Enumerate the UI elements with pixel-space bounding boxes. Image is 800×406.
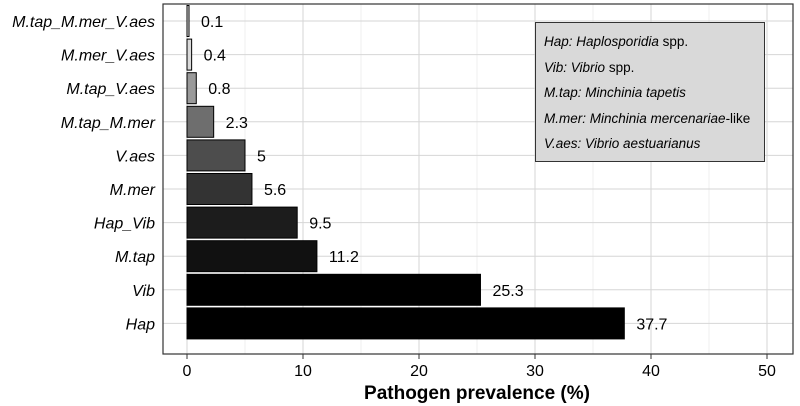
legend-abbreviation: V.aes: bbox=[544, 136, 586, 151]
x-tick-label: 30 bbox=[526, 363, 544, 380]
bar-vib bbox=[186, 273, 481, 306]
value-label: 0.4 bbox=[204, 48, 226, 65]
category-labels: M.tap_M.mer_V.aes M.mer_V.aes M.tap_V.aes M… bbox=[12, 14, 156, 333]
value-label: 9.5 bbox=[309, 216, 331, 233]
x-tick-label: 20 bbox=[410, 363, 428, 380]
x-tick-label: 0 bbox=[183, 363, 192, 380]
legend-taxon-name: Vibrio aestuarianus bbox=[585, 136, 701, 151]
x-axis-title: Pathogen prevalence (%) bbox=[364, 383, 590, 404]
legend-abbreviation: M.tap: bbox=[544, 85, 586, 100]
legend-suffix: -like bbox=[725, 110, 751, 126]
bar-hap-vib bbox=[186, 206, 298, 239]
legend-taxon-name: Minchinia mercenariae bbox=[589, 110, 726, 126]
bar-m-tap-m-mer bbox=[186, 105, 215, 138]
legend-abbreviation: Vib: bbox=[544, 59, 571, 75]
legend-entry: V.aes: Vibrio aestuarianus bbox=[544, 131, 756, 157]
category-label: Hap bbox=[126, 316, 155, 333]
value-label: 2.3 bbox=[226, 115, 248, 132]
value-label: 37.7 bbox=[636, 316, 667, 333]
x-tick-label: 50 bbox=[758, 363, 776, 380]
x-tick-label: 10 bbox=[294, 363, 312, 380]
legend-entry: M.tap: Minchinia tapetis bbox=[544, 80, 756, 106]
bar-m-tap-m-mer-v-aes bbox=[186, 5, 190, 37]
legend: Hap: Haplosporidia spp. Vib: Vibrio spp. M… bbox=[535, 22, 765, 162]
bar-m-mer-v-aes bbox=[186, 38, 193, 71]
value-label: 5 bbox=[257, 148, 266, 165]
value-label: 5.6 bbox=[264, 182, 286, 199]
legend-suffix: spp. bbox=[658, 34, 689, 49]
category-label: M.mer_V.aes bbox=[61, 48, 155, 65]
category-label: M.tap_M.mer bbox=[61, 115, 156, 132]
bars bbox=[186, 5, 625, 340]
category-label: M.mer bbox=[110, 182, 156, 199]
legend-abbreviation: M.mer: bbox=[544, 110, 590, 126]
legend-abbreviation: Hap: bbox=[544, 34, 577, 49]
value-label: 25.3 bbox=[492, 283, 523, 300]
value-label: 0.8 bbox=[208, 81, 230, 98]
bar-m-mer bbox=[186, 173, 253, 205]
category-label: V.aes bbox=[115, 148, 155, 165]
value-labels: 0.1 0.4 0.8 2.3 5 5.6 9.5 11.2 25.3 37.7 bbox=[201, 14, 668, 333]
value-label: 0.1 bbox=[201, 14, 223, 31]
category-label: Vib bbox=[132, 283, 155, 300]
bar-m-tap bbox=[186, 240, 318, 273]
category-label: M.tap_M.mer_V.aes bbox=[12, 14, 155, 31]
legend-entry: Vib: Vibrio spp. bbox=[544, 55, 756, 81]
bar-hap bbox=[186, 307, 625, 340]
legend-taxon-name: Haplosporidia bbox=[576, 34, 659, 49]
category-label: M.tap_V.aes bbox=[66, 81, 155, 98]
bar-m-tap-v-aes bbox=[186, 72, 197, 105]
legend-entry: Hap: Haplosporidia spp. bbox=[544, 29, 756, 55]
x-tick-label: 40 bbox=[642, 363, 660, 380]
legend-suffix: spp. bbox=[605, 59, 635, 75]
x-tick-labels: 0 10 20 30 40 50 bbox=[183, 354, 776, 380]
plot-border bbox=[162, 3, 794, 355]
legend-taxon-name: Vibrio bbox=[570, 59, 606, 75]
legend-taxon-name: Minchinia tapetis bbox=[585, 85, 686, 100]
category-label: Hap_Vib bbox=[94, 216, 155, 233]
value-label: 11.2 bbox=[329, 249, 359, 266]
category-label: M.tap bbox=[115, 249, 155, 266]
bar-v-aes bbox=[186, 139, 246, 172]
legend-entry: M.mer: Minchinia mercenariae-like bbox=[544, 106, 756, 132]
